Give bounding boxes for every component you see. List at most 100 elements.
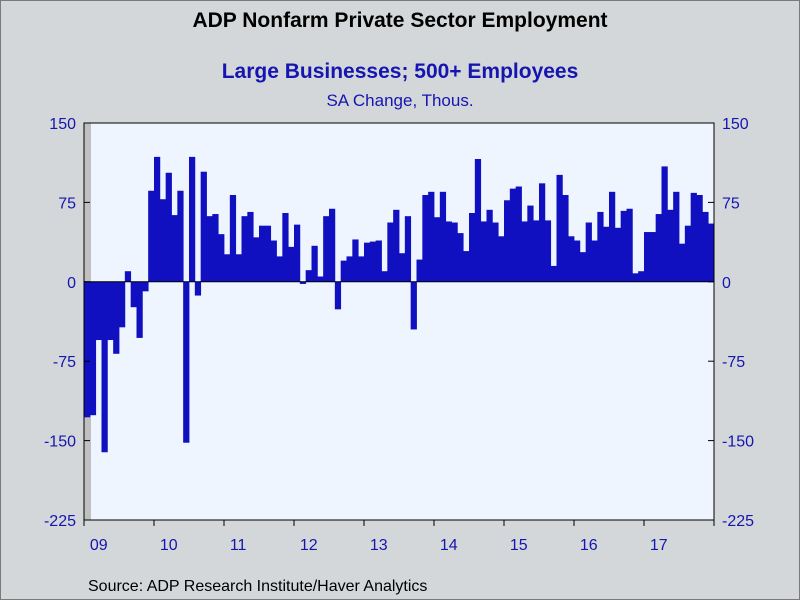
bar bbox=[159, 199, 167, 282]
bar bbox=[568, 236, 575, 282]
bar bbox=[550, 265, 557, 282]
bar bbox=[194, 281, 202, 296]
plot-border bbox=[83, 122, 715, 521]
y-tick-label-right: 75 bbox=[722, 195, 740, 212]
bar bbox=[107, 281, 114, 341]
bar bbox=[136, 281, 143, 338]
bar bbox=[638, 271, 645, 282]
bar bbox=[480, 221, 487, 282]
bar bbox=[696, 194, 703, 282]
bar bbox=[235, 254, 242, 282]
bar bbox=[614, 227, 622, 282]
bar bbox=[334, 281, 342, 310]
bar bbox=[702, 211, 709, 282]
bar bbox=[457, 233, 464, 282]
bar bbox=[340, 260, 347, 282]
bar bbox=[200, 171, 207, 282]
y-tick-label-right: -75 bbox=[722, 354, 745, 371]
bar bbox=[183, 281, 190, 443]
bar bbox=[667, 209, 674, 282]
bar bbox=[247, 211, 254, 282]
bar bbox=[317, 276, 324, 282]
y-tick-label-left: -75 bbox=[53, 354, 76, 371]
bar bbox=[130, 281, 137, 308]
y-tick-label-right: -225 bbox=[722, 513, 754, 530]
bar bbox=[439, 191, 447, 282]
bar bbox=[171, 215, 178, 282]
bar bbox=[177, 190, 184, 282]
bar bbox=[463, 251, 470, 282]
bar bbox=[352, 239, 359, 282]
x-tick-label: 15 bbox=[510, 537, 528, 554]
bar bbox=[486, 209, 493, 282]
source-note: Source: ADP Research Institute/Haver Ana… bbox=[88, 578, 428, 595]
y-tick-label-right: 150 bbox=[722, 116, 749, 133]
chart-subtitle: Large Businesses; 500+ Employees bbox=[221, 60, 579, 83]
bar bbox=[404, 216, 412, 282]
bar bbox=[562, 194, 569, 282]
bar bbox=[259, 225, 266, 282]
bar bbox=[89, 281, 97, 416]
bar bbox=[579, 252, 587, 282]
bar bbox=[282, 212, 289, 282]
bar bbox=[84, 281, 91, 418]
bar bbox=[708, 223, 715, 282]
plot-area bbox=[84, 123, 714, 520]
bar bbox=[533, 220, 540, 282]
bar bbox=[673, 191, 680, 282]
bar bbox=[346, 256, 353, 282]
bar bbox=[644, 232, 651, 282]
bar bbox=[369, 241, 377, 282]
bar bbox=[113, 281, 120, 354]
bar bbox=[323, 216, 330, 282]
bar bbox=[375, 240, 382, 282]
bar bbox=[270, 240, 277, 282]
bar bbox=[241, 216, 248, 282]
bar bbox=[224, 254, 231, 282]
bar bbox=[206, 216, 213, 282]
bar bbox=[539, 183, 546, 282]
bar bbox=[585, 222, 592, 282]
bar bbox=[626, 208, 633, 282]
y-tick-label-left: -150 bbox=[44, 434, 76, 451]
bar bbox=[311, 245, 318, 282]
bar bbox=[591, 240, 598, 282]
y-tick-label-right: 0 bbox=[722, 275, 731, 292]
bar bbox=[690, 192, 697, 282]
bar bbox=[165, 172, 172, 282]
bar bbox=[218, 234, 225, 282]
bar bbox=[527, 205, 534, 282]
bar bbox=[620, 210, 627, 282]
bar bbox=[399, 253, 406, 282]
y-tick-label-right: -150 bbox=[722, 434, 754, 451]
y-tick-label-left: 75 bbox=[58, 195, 76, 212]
bar bbox=[294, 224, 301, 282]
bar bbox=[329, 208, 336, 282]
bar bbox=[609, 191, 616, 282]
bar bbox=[264, 225, 272, 282]
bar bbox=[253, 237, 260, 282]
x-tick-label: 12 bbox=[300, 537, 318, 554]
bar bbox=[288, 246, 295, 282]
bar bbox=[358, 256, 365, 282]
bar bbox=[305, 270, 312, 282]
y-tick-label-left: 0 bbox=[67, 275, 76, 292]
bar bbox=[434, 217, 441, 282]
x-tick-label: 13 bbox=[370, 537, 388, 554]
y-tick-label-left: -225 bbox=[44, 513, 76, 530]
bar bbox=[154, 156, 161, 282]
y-tick-label-left: 150 bbox=[49, 116, 76, 133]
bar bbox=[299, 281, 307, 284]
x-tick-label: 14 bbox=[440, 537, 458, 554]
bar bbox=[101, 281, 108, 453]
bar bbox=[597, 211, 604, 282]
bar bbox=[124, 271, 132, 282]
bar bbox=[276, 256, 283, 282]
x-tick-label: 10 bbox=[160, 537, 178, 554]
bar bbox=[655, 214, 662, 282]
bar bbox=[422, 194, 429, 282]
bar bbox=[679, 243, 686, 282]
bar bbox=[189, 156, 196, 282]
bar bbox=[684, 225, 692, 282]
